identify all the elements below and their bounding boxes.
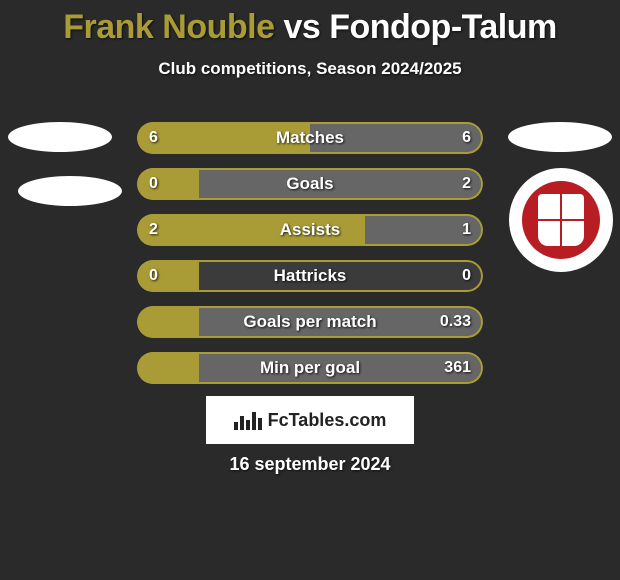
player2-name: Fondop-Talum (329, 8, 557, 46)
player2-crest (509, 168, 613, 272)
bar-fill-left (137, 260, 199, 292)
bar-fill-left (137, 352, 199, 384)
comparison-bars: 6Matches6 0Goals2 2Assists1 0Hattricks0 Goal… (137, 122, 483, 398)
subtitle: Club competitions, Season 2024/2025 (0, 59, 620, 79)
bars-icon (234, 410, 262, 430)
player1-badge-2 (18, 176, 122, 206)
player1-name: Frank Nouble (63, 8, 274, 46)
player1-badge-1 (8, 122, 112, 152)
player2-badge-1 (508, 122, 612, 152)
bar-fill-right (199, 306, 483, 338)
footer-brand-box: FcTables.com (206, 396, 414, 444)
stat-row: 6Matches6 (137, 122, 483, 154)
bar-fill-right (199, 168, 483, 200)
stat-row: Min per goal361 (137, 352, 483, 384)
bar-fill-left (137, 122, 310, 154)
stat-value-right: 0 (462, 260, 471, 292)
vs-text: vs (283, 8, 320, 46)
stat-row: Goals per match0.33 (137, 306, 483, 338)
footer-date: 16 september 2024 (0, 454, 620, 475)
footer-brand-text: FcTables.com (268, 410, 387, 431)
bar-fill-left (137, 214, 365, 246)
bar-fill-left (137, 168, 199, 200)
bar-fill-right (365, 214, 483, 246)
stat-row: 2Assists1 (137, 214, 483, 246)
comparison-title: Frank Nouble vs Fondop-Talum (0, 0, 620, 47)
bar-fill-right (199, 352, 483, 384)
stat-row: 0Goals2 (137, 168, 483, 200)
crest-shield-icon (538, 194, 584, 246)
bar-fill-left (137, 306, 199, 338)
crest-inner (522, 181, 600, 259)
stat-row: 0Hattricks0 (137, 260, 483, 292)
bar-fill-right (310, 122, 483, 154)
